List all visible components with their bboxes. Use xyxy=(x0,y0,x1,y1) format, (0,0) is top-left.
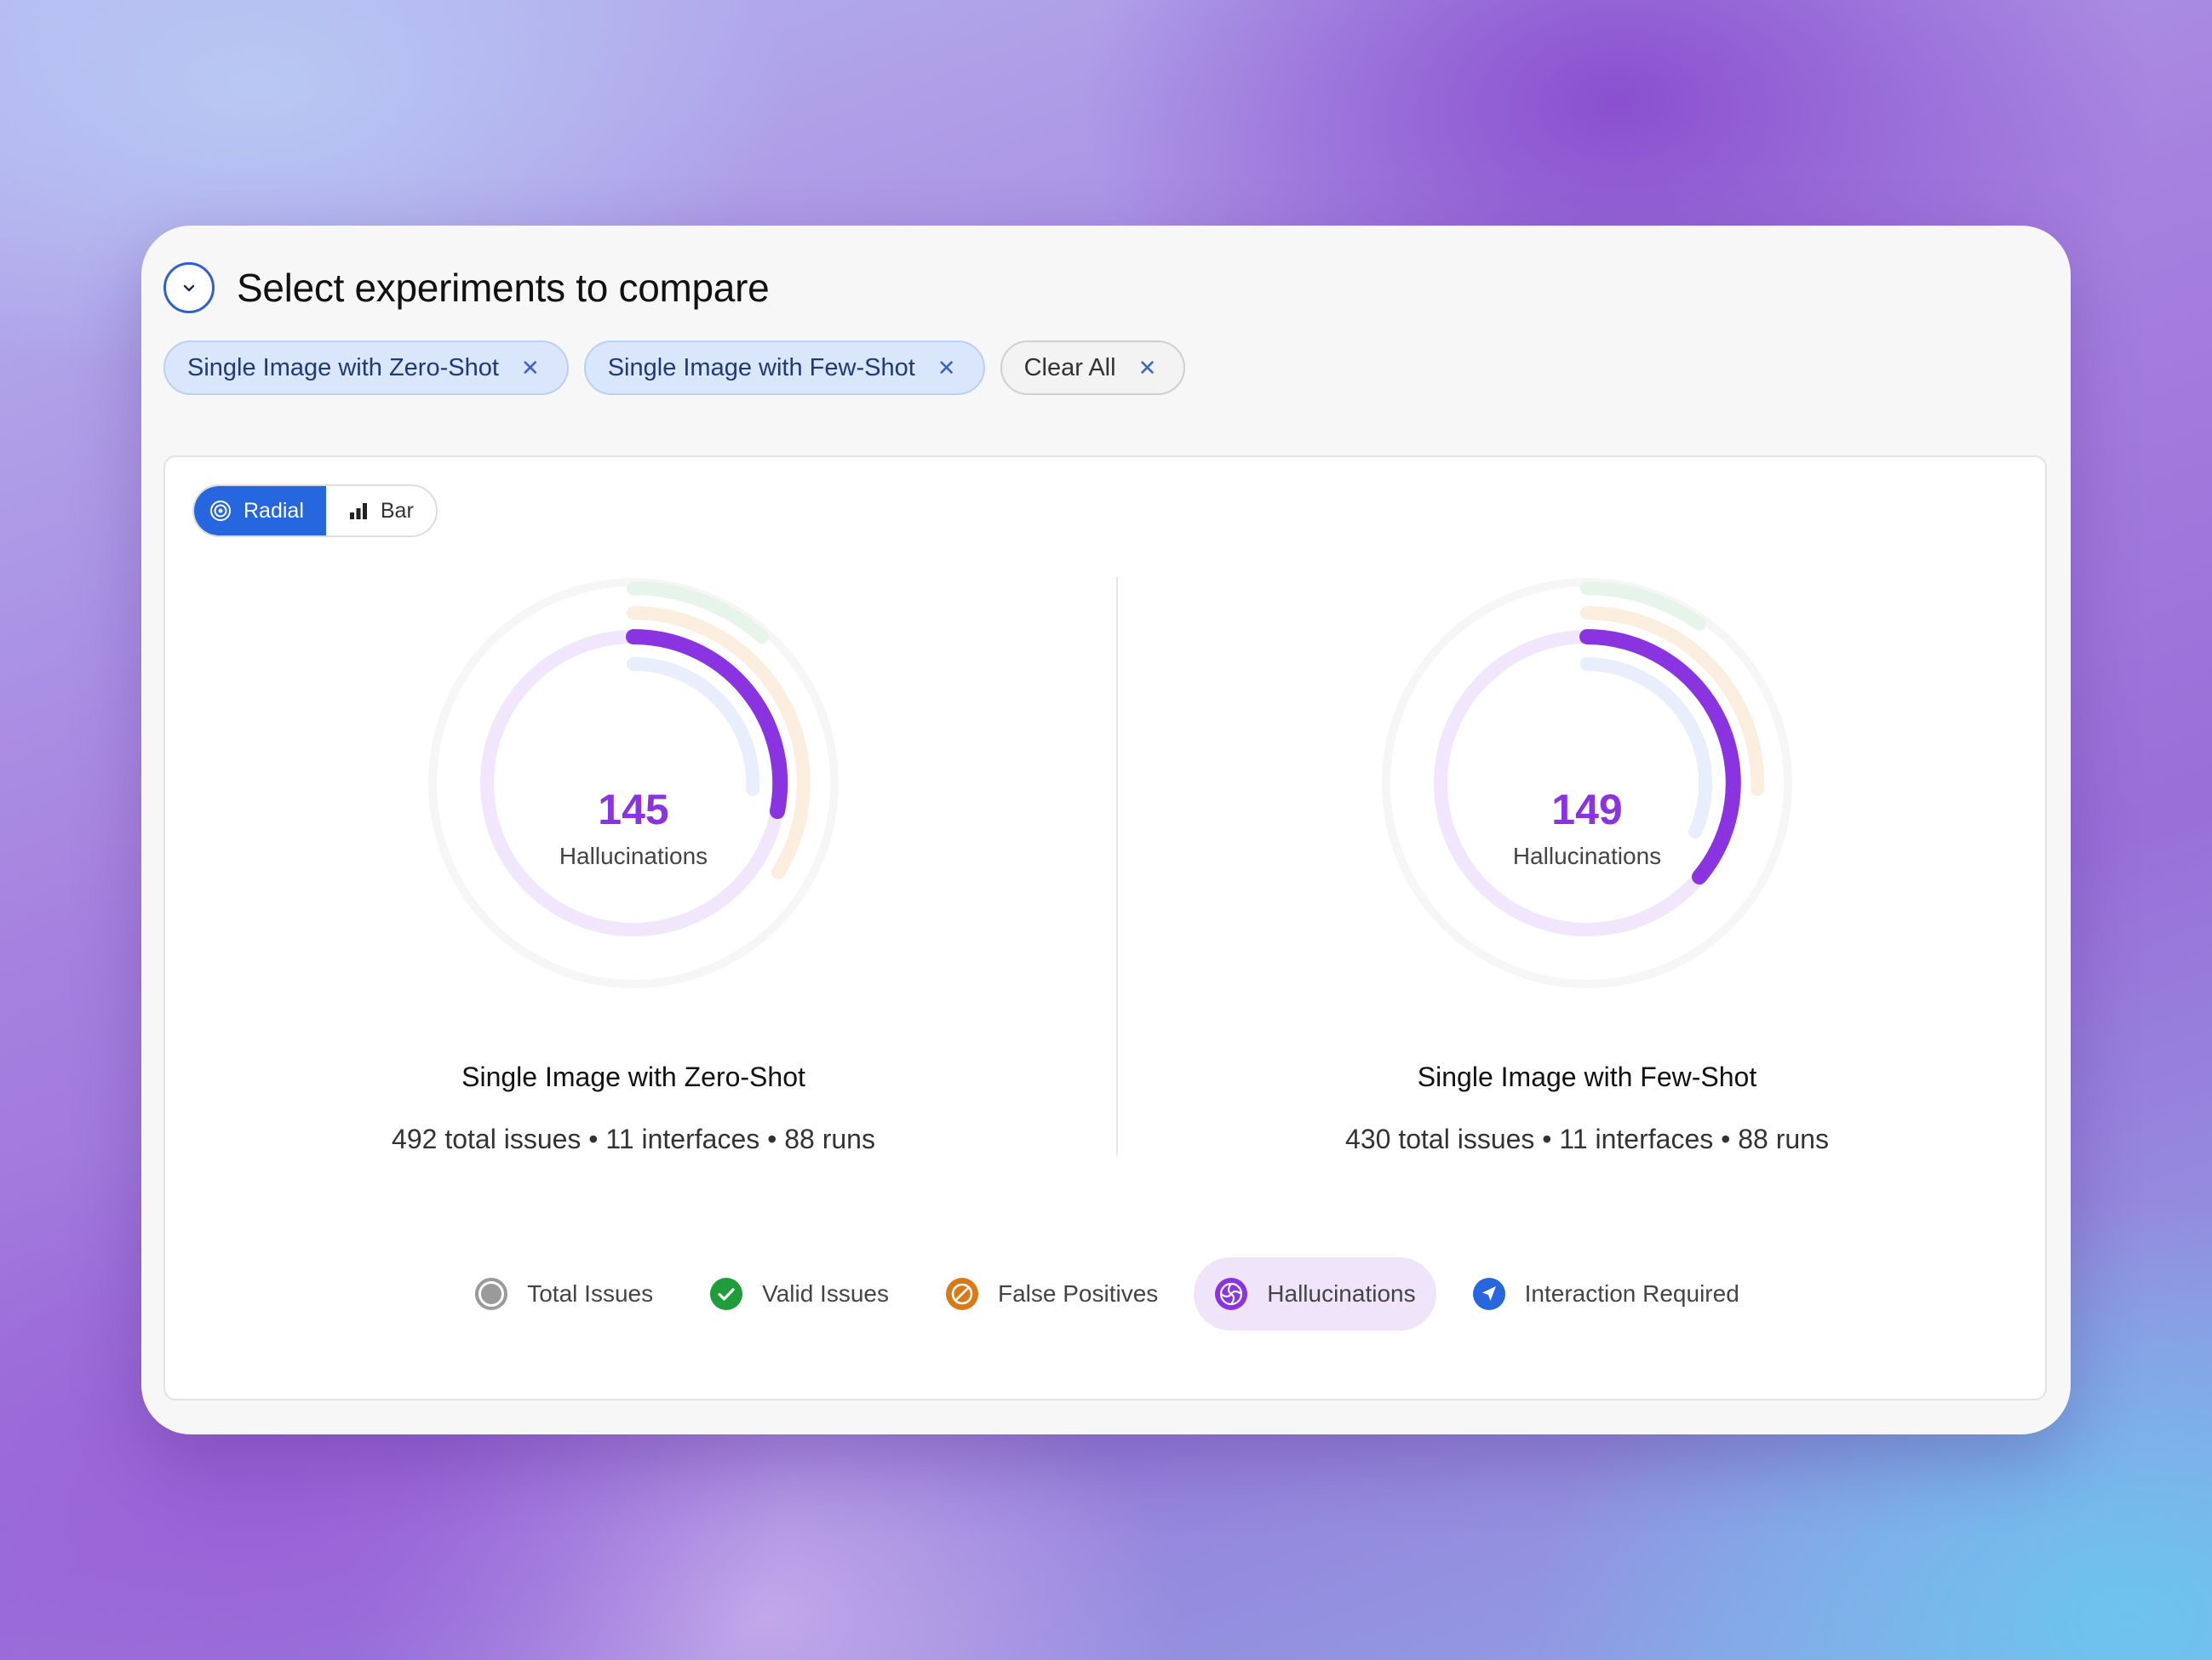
legend-label: Total Issues xyxy=(527,1280,654,1307)
header: Select experiments to compare xyxy=(163,262,770,313)
valid-issues-arc xyxy=(627,581,769,644)
bar-view-button[interactable]: Bar xyxy=(326,486,436,535)
radial-label: Radial xyxy=(244,498,304,523)
interaction-required-arc xyxy=(627,656,760,796)
legend-label: Hallucinations xyxy=(1267,1280,1416,1307)
bar-chart-icon xyxy=(349,503,367,519)
legend-hallucinations[interactable]: Hallucinations xyxy=(1194,1257,1436,1331)
clear-all-button[interactable]: Clear All ✕ xyxy=(1000,341,1186,395)
center-value: 145 xyxy=(598,786,669,833)
experiment-stats: 492 total issues • 11 interfaces • 88 ru… xyxy=(392,1124,875,1154)
experiment-name: Single Image with Few-Shot xyxy=(1417,1062,1757,1092)
legend-label: Interaction Required xyxy=(1524,1280,1739,1307)
hallucinations-arc xyxy=(626,628,788,819)
close-icon[interactable]: ✕ xyxy=(520,354,540,381)
legend-false-positives[interactable]: False Positives xyxy=(925,1257,1178,1331)
chip-label: Single Image with Zero-Shot xyxy=(187,353,499,381)
close-icon: ✕ xyxy=(1138,354,1157,381)
selected-experiments: Single Image with Zero-Shot ✕ Single Ima… xyxy=(163,341,1186,395)
radial-chart xyxy=(428,578,839,988)
collapse-button[interactable] xyxy=(163,262,215,313)
legend: Total Issues Valid Issues False Positive… xyxy=(165,1257,2049,1331)
interaction-required-arc xyxy=(1580,657,1713,839)
clear-all-label: Clear All xyxy=(1023,353,1116,381)
false-positives-arc xyxy=(1580,606,1765,796)
chevron-down-icon xyxy=(183,284,195,292)
hallucinations-arc xyxy=(1579,629,1741,884)
experiment-name: Single Image with Zero-Shot xyxy=(461,1062,805,1092)
divider xyxy=(1116,576,1118,1155)
experiment-stats: 430 total issues • 11 interfaces • 88 ru… xyxy=(1345,1124,1829,1154)
page-title: Select experiments to compare xyxy=(237,266,770,310)
valid-issues-arc xyxy=(1580,581,1706,631)
check-icon xyxy=(710,1278,743,1310)
bar-label: Bar xyxy=(380,498,414,523)
legend-valid-issues[interactable]: Valid Issues xyxy=(689,1257,909,1331)
results-panel: Radial Bar 145 Hal xyxy=(163,455,2047,1400)
chip-few-shot[interactable]: Single Image with Few-Shot ✕ xyxy=(583,341,985,395)
compare-card: Select experiments to compare Single Ima… xyxy=(141,226,2071,1434)
false-positives-arc xyxy=(627,606,811,879)
radial-view-button[interactable]: Radial xyxy=(194,486,326,535)
slash-circle-icon xyxy=(945,1278,978,1310)
chip-label: Single Image with Few-Shot xyxy=(607,353,915,381)
swirl-icon xyxy=(1215,1278,1248,1310)
legend-interaction-required[interactable]: Interaction Required xyxy=(1452,1257,1760,1331)
close-icon[interactable]: ✕ xyxy=(937,354,956,381)
radial-icon xyxy=(210,501,231,521)
center-label: Hallucinations xyxy=(559,843,708,869)
pointer-icon xyxy=(1472,1278,1505,1310)
chip-zero-shot[interactable]: Single Image with Zero-Shot ✕ xyxy=(163,341,569,395)
legend-total-issues[interactable]: Total Issues xyxy=(454,1257,673,1331)
center-label: Hallucinations xyxy=(1512,843,1662,869)
circle-icon xyxy=(475,1278,508,1310)
legend-label: False Positives xyxy=(997,1280,1159,1307)
view-toggle: Radial Bar xyxy=(192,484,438,537)
legend-label: Valid Issues xyxy=(762,1280,889,1307)
center-value: 149 xyxy=(1551,786,1623,833)
radial-chart xyxy=(1382,578,1792,988)
